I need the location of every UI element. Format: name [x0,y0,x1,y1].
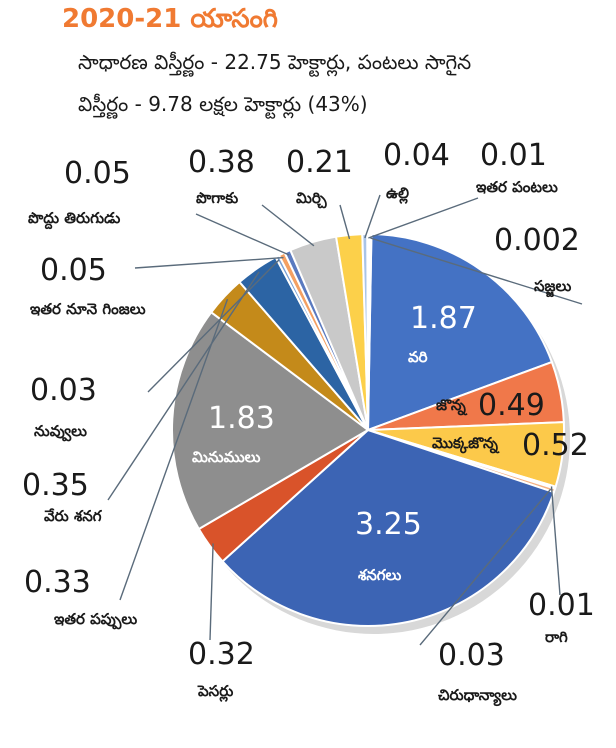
value-label-8: 0.33 [24,565,91,600]
value-label-5: 3.25 [355,507,422,542]
name-label-15: ఉల్లి [386,184,409,204]
value-label-17: 0.002 [494,223,580,258]
value-label-7: 1.83 [208,401,275,436]
name-label-8: ఇతర పప్పులు [54,610,137,630]
value-label-4: 0.03 [438,638,505,673]
value-label-2: 0.52 [522,428,589,463]
name-label-6: పెసర్లు [197,682,233,702]
leader-line-3 [550,486,561,596]
summary-line-1: సాధారణ విస్తీర్ణం - 22.75 హెక్టార్లు, పం… [78,50,472,74]
value-label-0: 1.87 [410,301,477,336]
leader-line-8 [119,298,229,601]
name-label-5: శనగలు [358,566,401,584]
value-label-15: 0.04 [383,138,450,173]
value-label-13: 0.38 [188,145,255,180]
leader-line-6 [209,543,214,641]
name-label-16: ఇతర పంటలు [476,178,558,196]
leader-line-4 [419,488,552,646]
value-label-11: 0.05 [40,253,107,288]
name-label-7: మినుములు [192,448,260,466]
name-label-0: వరి [408,348,428,366]
value-label-10: 0.03 [30,373,97,408]
summary-line-2: విస్తీర్ణం - 9.78 లక్షల హెక్టార్లు (43%) [78,92,368,116]
name-label-2: మొక్కజొన్న [432,434,501,454]
name-label-12: పొద్దు తిరుగుడు [28,209,120,230]
value-label-6: 0.32 [188,637,255,672]
value-label-1: 0.49 [478,388,545,423]
pie-slice-17 [367,232,373,431]
name-label-17: సజ్జలు [534,277,571,298]
leader-line-13 [261,204,315,247]
value-label-9: 0.35 [22,468,89,503]
value-label-12: 0.05 [64,156,131,191]
leader-line-14 [339,204,351,240]
pie-slice-0 [366,233,554,432]
leader-line-11 [134,256,284,269]
name-label-11: ఇతర నూనె గింజలు [30,300,146,318]
value-label-14: 0.21 [286,145,353,180]
value-label-3: 0.01 [528,588,595,623]
pie-slice-7 [171,310,370,531]
name-label-1: జొన్న [436,396,469,416]
leader-line-9 [107,271,260,501]
value-label-16: 0.01 [480,138,547,173]
name-label-10: నువ్వులు [34,422,87,442]
leader-line-12 [195,213,290,256]
leader-line-17 [370,237,583,305]
leader-line-15 [364,194,381,239]
name-label-9: వేరు శనగ [44,507,103,525]
name-label-13: పొగాకు [196,189,238,207]
name-label-3: రాగి [545,628,568,646]
name-label-14: మిర్చి [296,189,327,209]
name-label-4: చిరుధాన్యాలు [438,686,517,707]
chart-title: 2020-21 యాసంగి [62,4,278,34]
leader-line-10 [147,259,280,393]
leader-line-16 [368,197,479,239]
pie-slice-5 [221,428,556,627]
